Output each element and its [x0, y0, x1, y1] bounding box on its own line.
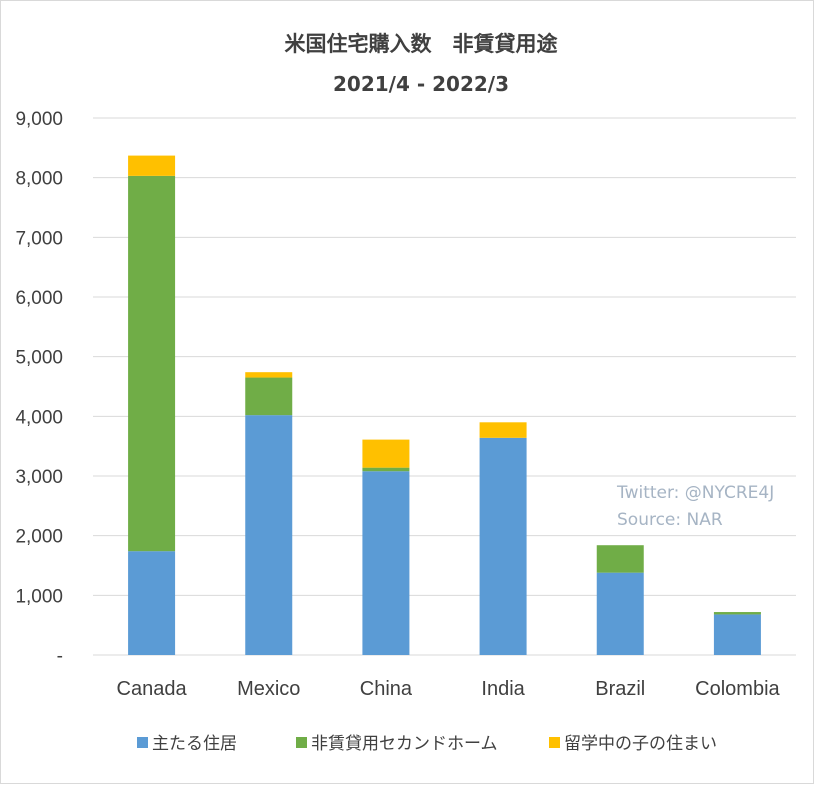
x-tick-label: Canada [117, 678, 188, 700]
annotations: Twitter: @NYCRE4J Source: NAR [616, 483, 774, 530]
bar-segment-mexico-series-2 [245, 377, 293, 416]
bar-segment-brazil-series-2 [596, 545, 644, 573]
bar-segment-china-series-1 [362, 471, 410, 655]
chart-title: 米国住宅購入数 非賃貸用途 [285, 32, 559, 56]
y-tick-label: 6,000 [15, 288, 63, 309]
annotation-source: Source: NAR [617, 510, 723, 530]
legend-label: 非賃貸用セカンドホーム [311, 734, 498, 754]
x-tick-label: China [360, 678, 413, 700]
bar-segment-colombia-series-1 [713, 614, 761, 655]
y-tick-label: 5,000 [15, 348, 63, 369]
legend-swatch [296, 737, 307, 748]
y-tick-label: 3,000 [15, 467, 63, 488]
bar-segment-mexico-series-3 [245, 372, 293, 378]
y-tick-label: 9,000 [15, 109, 63, 130]
legend-swatch [549, 737, 560, 748]
y-tick-label: - [57, 646, 63, 667]
x-tick-label: Mexico [237, 678, 300, 700]
y-tick-label: 7,000 [15, 228, 63, 249]
y-tick-label: 8,000 [15, 169, 63, 190]
bar-segment-canada-series-3 [128, 155, 176, 176]
legend-label: 留学中の子の住まい [564, 734, 717, 754]
bar-segment-india-series-1 [479, 437, 527, 655]
x-tick-label: India [481, 678, 525, 700]
bars [128, 155, 761, 655]
legend: 主たる住居 非賃貸用セカンドホーム 留学中の子の住まい [137, 734, 717, 754]
bar-segment-india-series-3 [479, 422, 527, 438]
bar-segment-canada-series-2 [128, 175, 176, 552]
y-tick-label: 2,000 [15, 527, 63, 548]
bar-segment-china-series-3 [362, 439, 410, 468]
legend-label: 主たる住居 [152, 734, 237, 754]
bar-segment-canada-series-1 [128, 551, 176, 655]
x-axis: Canada Mexico China India Brazil Colombia [117, 678, 781, 700]
bar-segment-china-series-2 [362, 467, 410, 472]
x-tick-label: Colombia [695, 678, 780, 700]
bar-segment-brazil-series-1 [596, 572, 644, 655]
y-axis: - 1,000 2,000 3,000 4,000 5,000 6,000 7,000 8,00… [15, 109, 63, 667]
y-tick-label: 1,000 [15, 586, 63, 607]
y-tick-label: 4,000 [15, 407, 63, 428]
legend-swatch [137, 737, 148, 748]
chart-subtitle: 2021/4 - 2022/3 [333, 72, 509, 96]
gridlines [93, 117, 796, 656]
annotation-twitter: Twitter: @NYCRE4J [616, 483, 774, 503]
bar-segment-mexico-series-1 [245, 415, 293, 655]
bar-segment-colombia-series-2 [713, 612, 761, 615]
x-tick-label: Brazil [595, 678, 645, 700]
